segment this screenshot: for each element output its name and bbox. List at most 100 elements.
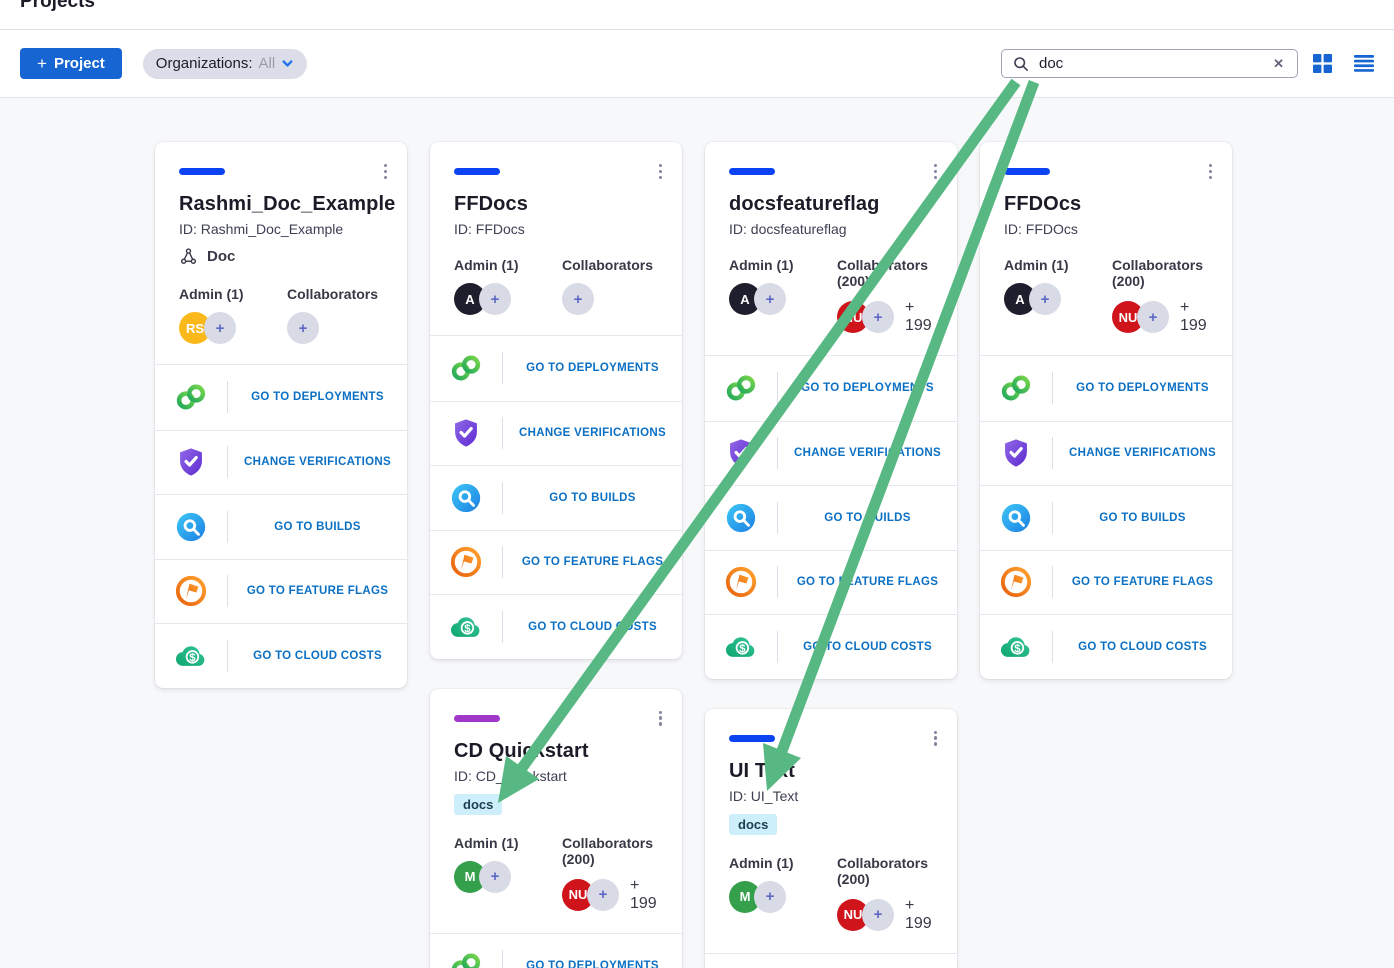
card-header: docsfeatureflag ID: docsfeatureflag Admi… bbox=[705, 142, 957, 355]
admin-label: Admin (1) bbox=[454, 834, 519, 851]
go-to-deployments-link[interactable]: GO TO DEPLOYMENTS bbox=[705, 954, 957, 968]
collaborators-extra-count: + 199 bbox=[905, 896, 932, 932]
svg-text:$: $ bbox=[1014, 643, 1021, 655]
ci-builds-icon bbox=[155, 510, 227, 544]
add-collaborator-button[interactable]: + bbox=[587, 878, 619, 911]
add-collaborator-button[interactable]: + bbox=[287, 312, 319, 344]
admin-group: Admin (1) RS + bbox=[179, 286, 287, 344]
go-to-deployments-link[interactable]: GO TO DEPLOYMENTS bbox=[155, 365, 407, 430]
add-admin-button[interactable]: + bbox=[1029, 283, 1061, 315]
search-icon bbox=[1014, 56, 1028, 71]
cd-pipeline-icon bbox=[155, 380, 227, 414]
change-verifications-link[interactable]: CHANGE VERIFICATIONS bbox=[155, 429, 407, 495]
add-collaborator-button[interactable]: + bbox=[862, 301, 894, 333]
go-to-cloud-costs-link[interactable]: $ GO TO CLOUD COSTS bbox=[430, 594, 682, 659]
list-view-button[interactable] bbox=[1354, 55, 1374, 72]
feature-flags-icon bbox=[155, 574, 227, 608]
go-to-deployments-link[interactable]: GO TO DEPLOYMENTS bbox=[980, 356, 1232, 421]
admin-label: Admin (1) bbox=[1004, 257, 1069, 273]
clear-search-icon[interactable]: ✕ bbox=[1273, 56, 1284, 71]
search-input[interactable] bbox=[1037, 54, 1264, 73]
project-title: Rashmi_Doc_Example bbox=[179, 193, 396, 215]
cd-pipeline-icon bbox=[980, 371, 1052, 405]
cloud-costs-icon: $ bbox=[980, 630, 1052, 664]
project-id: ID: Rashmi_Doc_Example bbox=[179, 221, 344, 237]
add-admin-button[interactable]: + bbox=[479, 860, 511, 893]
add-admin-button[interactable]: + bbox=[754, 880, 786, 913]
go-to-builds-link[interactable]: GO TO BUILDS bbox=[980, 485, 1232, 550]
project-card[interactable]: docsfeatureflag ID: docsfeatureflag Admi… bbox=[705, 142, 957, 679]
svg-text:$: $ bbox=[739, 643, 746, 655]
project-title: CD Quickstart bbox=[454, 739, 589, 762]
go-to-feature-flags-link[interactable]: GO TO FEATURE FLAGS bbox=[705, 549, 957, 615]
go-to-feature-flags-link[interactable]: GO TO FEATURE FLAGS bbox=[430, 529, 682, 595]
card-menu-button[interactable] bbox=[380, 160, 391, 183]
card-header: Rashmi_Doc_Example ID: Rashmi_Doc_Exampl… bbox=[155, 142, 407, 364]
add-collaborator-button[interactable]: + bbox=[562, 283, 594, 315]
card-header: UI Text ID: UI_Text docs Admin (1) M + C… bbox=[705, 709, 957, 953]
go-to-feature-flags-link[interactable]: GO TO FEATURE FLAGS bbox=[155, 558, 407, 624]
go-to-deployments-link[interactable]: GO TO DEPLOYMENTS bbox=[430, 336, 682, 401]
change-verifications-link[interactable]: CHANGE VERIFICATIONS bbox=[980, 420, 1232, 486]
add-collaborator-button[interactable]: + bbox=[1137, 301, 1169, 333]
add-admin-button[interactable]: + bbox=[754, 283, 786, 315]
feature-flags-icon bbox=[705, 565, 777, 599]
go-to-deployments-link[interactable]: GO TO DEPLOYMENTS bbox=[705, 356, 957, 421]
project-card[interactable]: UI Text ID: UI_Text docs Admin (1) M + C… bbox=[705, 708, 957, 968]
grid-view-icon bbox=[1313, 54, 1332, 73]
project-id: ID: UI_Text bbox=[729, 787, 799, 804]
ci-builds-icon bbox=[980, 501, 1052, 535]
collaborators-group: Collaborators (200) NU + + 199 bbox=[837, 257, 933, 335]
admin-group: Admin (1) M + bbox=[729, 855, 837, 933]
project-id: ID: docsfeatureflag bbox=[729, 221, 847, 237]
grid-view-button[interactable] bbox=[1313, 54, 1332, 73]
project-card[interactable]: Rashmi_Doc_Example ID: Rashmi_Doc_Exampl… bbox=[155, 142, 407, 688]
collaborators-extra-count: + 199 bbox=[905, 299, 932, 334]
card-menu-button[interactable] bbox=[1205, 160, 1216, 183]
project-card[interactable]: FFDOcs ID: FFDOcs Admin (1) A + Collabor… bbox=[980, 142, 1232, 679]
project-card[interactable]: CD Quickstart ID: CD_Quickstart docs Adm… bbox=[430, 688, 682, 968]
add-admin-button[interactable]: + bbox=[479, 283, 511, 315]
change-verifications-link[interactable]: CHANGE VERIFICATIONS bbox=[705, 420, 957, 486]
admin-group: Admin (1) A + bbox=[454, 257, 562, 315]
org-filter-value: All bbox=[258, 55, 276, 72]
go-to-cloud-costs-link[interactable]: $ GO TO CLOUD COSTS bbox=[155, 623, 407, 688]
members-section: Admin (1) A + Collaborators (200) NU + +… bbox=[1004, 257, 1208, 335]
feature-flags-icon bbox=[980, 565, 1052, 599]
project-title: docsfeatureflag bbox=[729, 193, 880, 215]
module-links: GO TO DEPLOYMENTS CHANGE VERIFICATIONS bbox=[980, 355, 1232, 679]
module-links: GO TO DEPLOYMENTS CHANGE VERIFICATIONS bbox=[430, 932, 682, 968]
go-to-builds-link[interactable]: GO TO BUILDS bbox=[705, 485, 957, 550]
change-verifications-link[interactable]: CHANGE VERIFICATIONS bbox=[430, 400, 682, 466]
go-to-cloud-costs-link[interactable]: $ GO TO CLOUD COSTS bbox=[705, 614, 957, 679]
card-menu-button[interactable] bbox=[655, 160, 666, 183]
card-menu-button[interactable] bbox=[930, 160, 941, 183]
organizations-filter-dropdown[interactable]: Organizations: All bbox=[142, 48, 308, 79]
ci-builds-icon bbox=[705, 501, 777, 535]
project-card[interactable]: FFDocs ID: FFDocs Admin (1) A + Collabor… bbox=[430, 142, 682, 659]
module-links: GO TO DEPLOYMENTS CHANGE VERIFICATIONS bbox=[155, 364, 407, 688]
card-header: FFDOcs ID: FFDOcs Admin (1) A + Collabor… bbox=[980, 142, 1232, 355]
go-to-deployments-link[interactable]: GO TO DEPLOYMENTS bbox=[430, 934, 682, 968]
card-menu-button[interactable] bbox=[930, 727, 941, 750]
go-to-feature-flags-link[interactable]: GO TO FEATURE FLAGS bbox=[980, 549, 1232, 615]
cd-pipeline-icon bbox=[430, 949, 502, 968]
collaborators-group: Collaborators + bbox=[562, 257, 658, 315]
go-to-builds-link[interactable]: GO TO BUILDS bbox=[430, 465, 682, 530]
go-to-cloud-costs-link[interactable]: $ GO TO CLOUD COSTS bbox=[980, 614, 1232, 679]
collaborators-label: Collaborators (200) bbox=[562, 834, 654, 867]
card-header: FFDocs ID: FFDocs Admin (1) A + Collabor… bbox=[430, 142, 682, 335]
members-section: Admin (1) RS + Collaborators + bbox=[179, 286, 383, 344]
admin-group: Admin (1) M + bbox=[454, 835, 562, 913]
toolbar: + Project Organizations: All ✕ bbox=[0, 30, 1394, 98]
card-menu-button[interactable] bbox=[655, 707, 666, 730]
new-project-button[interactable]: + Project bbox=[20, 48, 122, 79]
collaborators-extra-count: + 199 bbox=[1180, 299, 1207, 334]
go-to-builds-link[interactable]: GO TO BUILDS bbox=[155, 494, 407, 559]
admin-label: Admin (1) bbox=[454, 257, 519, 273]
collaborators-group: Collaborators (200) NU + + 199 bbox=[562, 835, 658, 913]
add-admin-button[interactable]: + bbox=[204, 312, 236, 344]
add-collaborator-button[interactable]: + bbox=[862, 898, 894, 931]
search-box[interactable]: ✕ bbox=[1001, 49, 1298, 78]
